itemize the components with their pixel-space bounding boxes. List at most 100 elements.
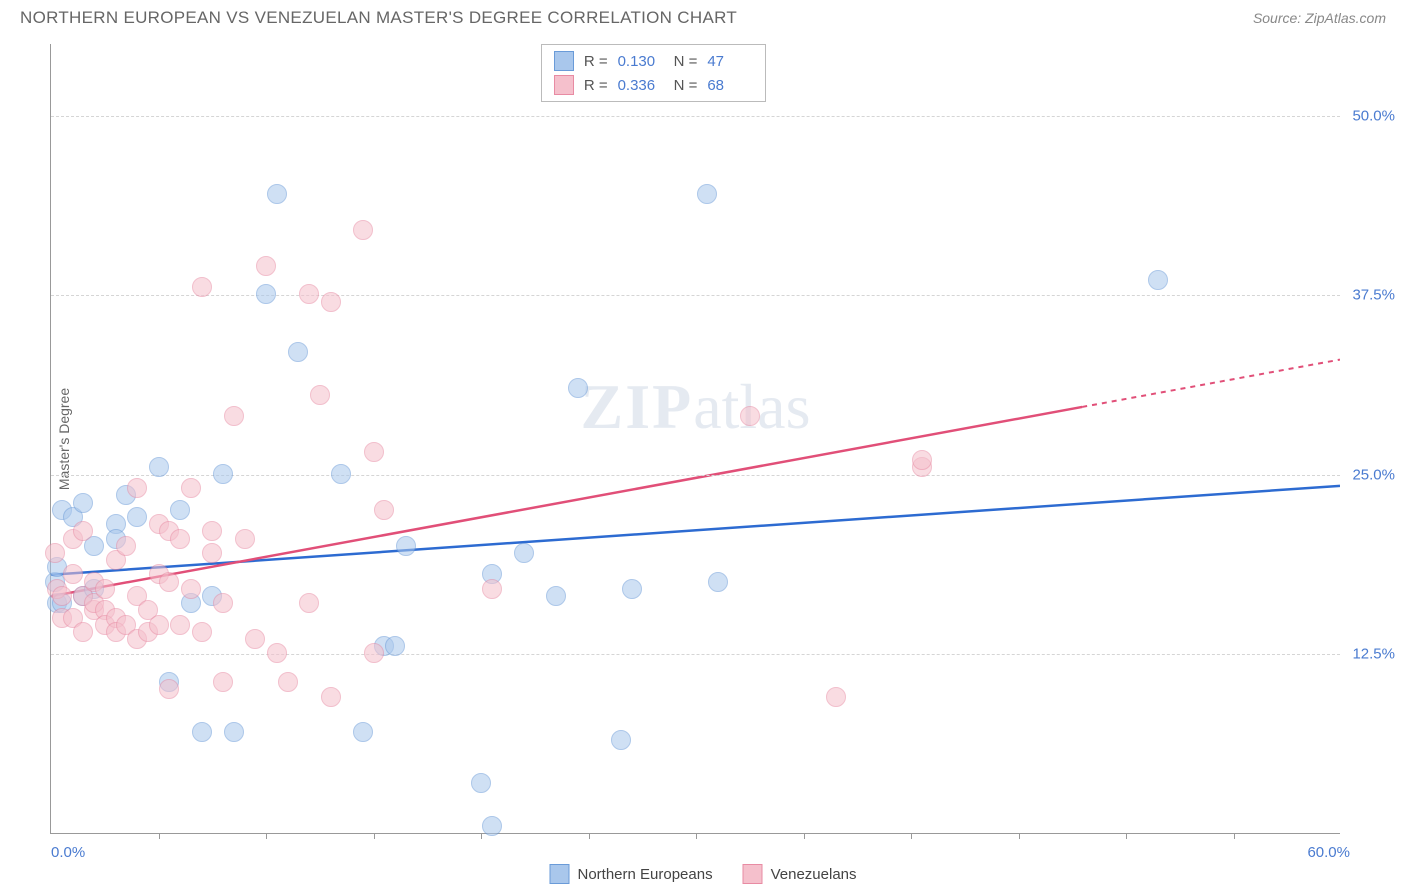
- bottom-legend-label: Northern Europeans: [578, 866, 713, 883]
- legend-N-label: N =: [674, 53, 698, 70]
- chart-plot-area: ZIPatlas Master's Degree 0.0% 60.0% R =0…: [50, 44, 1340, 834]
- venezuelans-trendline-extrapolated: [1082, 360, 1340, 407]
- venezuelans-point: [202, 543, 222, 563]
- bottom-legend-item-northern_europeans: Northern Europeans: [550, 864, 713, 884]
- gridline: [51, 116, 1340, 117]
- series-legend: Northern Europeans Venezuelans: [550, 864, 857, 884]
- venezuelans-point: [127, 478, 147, 498]
- venezuelans-point: [245, 629, 265, 649]
- northern_europeans-point: [482, 816, 502, 836]
- venezuelans-point: [278, 672, 298, 692]
- venezuelans-point: [202, 521, 222, 541]
- source-attribution: Source: ZipAtlas.com: [1253, 10, 1386, 26]
- venezuelans-point: [321, 687, 341, 707]
- northern_europeans-point: [708, 572, 728, 592]
- northern_europeans-point: [471, 773, 491, 793]
- northern_europeans-point: [288, 342, 308, 362]
- x-tick: [804, 833, 805, 839]
- northern_europeans-point: [256, 284, 276, 304]
- venezuelans-point: [63, 564, 83, 584]
- legend-swatch: [743, 864, 763, 884]
- venezuelans-point: [159, 679, 179, 699]
- y-tick-label: 50.0%: [1352, 107, 1395, 124]
- venezuelans-point: [826, 687, 846, 707]
- venezuelans-point: [912, 450, 932, 470]
- venezuelans-point: [299, 593, 319, 613]
- legend-N-label: N =: [674, 77, 698, 94]
- northern_europeans-point: [192, 722, 212, 742]
- northern_europeans-point: [568, 378, 588, 398]
- y-tick-label: 12.5%: [1352, 646, 1395, 663]
- venezuelans-point: [159, 572, 179, 592]
- venezuelans-point: [224, 406, 244, 426]
- x-tick: [1019, 833, 1020, 839]
- x-tick: [1234, 833, 1235, 839]
- northern_europeans-point: [396, 536, 416, 556]
- venezuelans-point: [45, 543, 65, 563]
- venezuelans-point: [482, 579, 502, 599]
- northern_europeans-point: [213, 464, 233, 484]
- venezuelans-point: [235, 529, 255, 549]
- x-tick: [696, 833, 697, 839]
- y-tick-label: 25.0%: [1352, 466, 1395, 483]
- chart-title: NORTHERN EUROPEAN VS VENEZUELAN MASTER'S…: [20, 8, 737, 28]
- venezuelans-point: [321, 292, 341, 312]
- venezuelans-trendline: [51, 407, 1082, 596]
- venezuelans-point: [192, 622, 212, 642]
- x-tick: [159, 833, 160, 839]
- trend-lines-layer: [51, 44, 1340, 833]
- northern_europeans-point: [385, 636, 405, 656]
- x-tick: [266, 833, 267, 839]
- northern_europeans-point: [622, 579, 642, 599]
- bottom-legend-item-venezuelans: Venezuelans: [743, 864, 857, 884]
- northern_europeans-point: [170, 500, 190, 520]
- venezuelans-point: [95, 579, 115, 599]
- legend-R-label: R =: [584, 53, 608, 70]
- northern_europeans-point: [514, 543, 534, 563]
- venezuelans-point: [73, 622, 93, 642]
- northern_europeans-point: [353, 722, 373, 742]
- x-axis-min-label: 0.0%: [51, 844, 85, 861]
- x-axis-max-label: 60.0%: [1307, 844, 1350, 861]
- venezuelans-point: [740, 406, 760, 426]
- y-tick-label: 37.5%: [1352, 287, 1395, 304]
- bottom-legend-label: Venezuelans: [771, 866, 857, 883]
- northern_europeans-point: [224, 722, 244, 742]
- northern_europeans-point: [73, 493, 93, 513]
- legend-row-venezuelans: R =0.336N =68: [554, 73, 754, 97]
- venezuelans-point: [267, 643, 287, 663]
- legend-R-value: 0.336: [618, 77, 664, 94]
- legend-swatch: [554, 75, 574, 95]
- northern_europeans-point: [611, 730, 631, 750]
- northern_europeans-point: [1148, 270, 1168, 290]
- gridline: [51, 295, 1340, 296]
- venezuelans-point: [364, 442, 384, 462]
- venezuelans-point: [299, 284, 319, 304]
- x-tick: [481, 833, 482, 839]
- legend-row-northern_europeans: R =0.130N =47: [554, 49, 754, 73]
- venezuelans-point: [364, 643, 384, 663]
- northern_europeans-point: [546, 586, 566, 606]
- source-prefix: Source:: [1253, 10, 1305, 26]
- venezuelans-point: [256, 256, 276, 276]
- venezuelans-point: [52, 586, 72, 606]
- legend-swatch: [554, 51, 574, 71]
- venezuelans-point: [170, 529, 190, 549]
- legend-N-value: 68: [707, 77, 753, 94]
- venezuelans-point: [170, 615, 190, 635]
- venezuelans-point: [116, 536, 136, 556]
- venezuelans-point: [181, 579, 201, 599]
- source-name: ZipAtlas.com: [1305, 10, 1386, 26]
- venezuelans-point: [181, 478, 201, 498]
- correlation-legend: R =0.130N =47R =0.336N =68: [541, 44, 767, 102]
- venezuelans-point: [213, 672, 233, 692]
- gridline: [51, 654, 1340, 655]
- x-tick: [911, 833, 912, 839]
- watermark-zip: ZIP: [581, 371, 694, 442]
- northern_europeans-point: [331, 464, 351, 484]
- venezuelans-point: [213, 593, 233, 613]
- legend-N-value: 47: [707, 53, 753, 70]
- venezuelans-point: [192, 277, 212, 297]
- venezuelans-point: [374, 500, 394, 520]
- legend-swatch: [550, 864, 570, 884]
